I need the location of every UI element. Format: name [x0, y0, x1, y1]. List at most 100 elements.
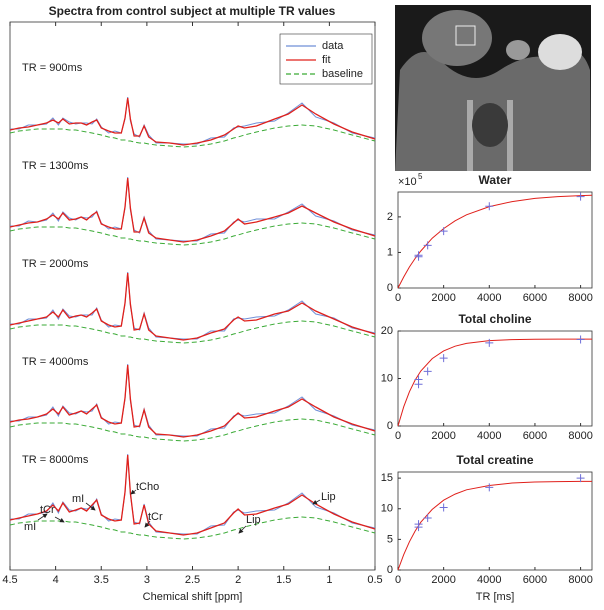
fit-line — [9, 97, 376, 146]
data-point — [576, 192, 585, 201]
y-tick-label: 0 — [387, 420, 393, 432]
x-tick-label: 2.5 — [185, 574, 200, 586]
y-tick-label: 0 — [387, 282, 393, 294]
legend-label: baseline — [322, 68, 363, 80]
x-tick-label: 4000 — [477, 574, 501, 586]
x-tick-label: 4000 — [477, 430, 501, 442]
annotation-arrow — [238, 525, 247, 534]
x-tick-label: 4 — [53, 574, 59, 586]
data-point — [414, 375, 423, 384]
annotation: tCr — [40, 504, 55, 516]
annotation: tCr — [148, 511, 163, 523]
annotation: Lip — [321, 491, 336, 503]
data-line — [10, 363, 376, 437]
data-point — [439, 503, 448, 512]
chart-title: Water — [479, 173, 512, 187]
legend-label: data — [322, 40, 344, 52]
plot-frame — [397, 191, 593, 289]
y-multiplier-power: 5 — [418, 172, 423, 181]
mri-image — [395, 5, 591, 171]
data-point — [439, 354, 448, 363]
y-tick-label: 20 — [381, 325, 393, 337]
annotation-arrow — [130, 489, 137, 495]
x-tick-label: 2000 — [431, 574, 455, 586]
x-tick-label: 4.5 — [2, 574, 17, 586]
x-tick-label: 2000 — [431, 430, 455, 442]
x-tick-label: 1.5 — [276, 574, 291, 586]
x-axis-label: TR [ms] — [476, 591, 515, 603]
y-tick-label: 10 — [381, 503, 393, 515]
annotation-arrow — [144, 520, 151, 528]
baseline-line — [9, 124, 376, 148]
plot-frame — [397, 471, 593, 571]
x-tick-label: 0 — [395, 430, 401, 442]
panel-label: TR = 1300ms — [22, 160, 89, 172]
x-tick-label: 8000 — [568, 574, 592, 586]
y-tick-label: 5 — [387, 533, 393, 545]
data-point — [485, 338, 494, 347]
annotation-arrow — [37, 513, 48, 521]
data-point — [576, 335, 585, 344]
annotation: mI — [72, 493, 84, 505]
annotation-arrow — [54, 516, 65, 523]
x-tick-label: 6000 — [523, 292, 547, 304]
baseline-line — [9, 418, 376, 442]
data-point — [423, 367, 432, 376]
annotation: Lip — [246, 514, 261, 526]
data-line — [10, 176, 376, 242]
x-tick-label: 8000 — [568, 430, 592, 442]
legend-label: fit — [322, 54, 331, 66]
annotation-arrow — [312, 499, 321, 505]
baseline-line — [9, 320, 376, 344]
y-tick-label: 0 — [387, 564, 393, 576]
fit-curve — [397, 194, 593, 289]
data-point — [414, 251, 423, 260]
data-point — [485, 202, 494, 211]
y-tick-label: 10 — [381, 372, 393, 384]
legend-box — [279, 33, 373, 85]
x-tick-label: 6000 — [523, 430, 547, 442]
annotation-arrow — [85, 502, 96, 511]
y-tick-label: 15 — [381, 472, 393, 484]
chart-title: Total creatine — [456, 453, 533, 467]
x-tick-label: 3.5 — [94, 574, 109, 586]
x-tick-label: 6000 — [523, 574, 547, 586]
data-point — [423, 513, 432, 522]
panel-label: TR = 4000ms — [22, 356, 89, 368]
data-line — [10, 271, 376, 340]
data-point — [485, 483, 494, 492]
data-point — [439, 227, 448, 236]
baseline-line — [9, 516, 376, 540]
x-tick-label: 8000 — [568, 292, 592, 304]
fit-line — [9, 272, 376, 341]
baseline-line — [9, 222, 376, 246]
panel-label: TR = 2000ms — [22, 258, 89, 270]
y-tick-label: 1 — [387, 246, 393, 258]
x-tick-label: 0 — [395, 292, 401, 304]
x-axis-label: Chemical shift [ppm] — [143, 591, 243, 603]
chart-title: Spectra from control subject at multiple… — [49, 4, 336, 18]
data-point — [414, 520, 423, 529]
fit-curve — [397, 480, 592, 571]
fit-line — [9, 454, 376, 536]
plot-frame — [397, 330, 593, 427]
x-tick-label: 2000 — [431, 292, 455, 304]
x-tick-label: 0.5 — [367, 574, 382, 586]
fit-curve — [397, 338, 592, 427]
chart-title: Total choline — [458, 312, 531, 326]
annotation: mI — [24, 521, 36, 533]
fit-line — [9, 364, 376, 438]
y-multiplier: ×10 — [398, 176, 417, 188]
x-tick-label: 0 — [395, 574, 401, 586]
data-point — [423, 241, 432, 250]
fit-line — [9, 177, 376, 243]
x-tick-label: 3 — [144, 574, 150, 586]
data-point — [576, 474, 585, 483]
x-tick-label: 2 — [235, 574, 241, 586]
x-tick-label: 4000 — [477, 292, 501, 304]
y-tick-label: 2 — [387, 211, 393, 223]
x-tick-label: 1 — [326, 574, 332, 586]
panel-label: TR = 900ms — [22, 62, 83, 74]
panel-label: TR = 8000ms — [22, 454, 89, 466]
